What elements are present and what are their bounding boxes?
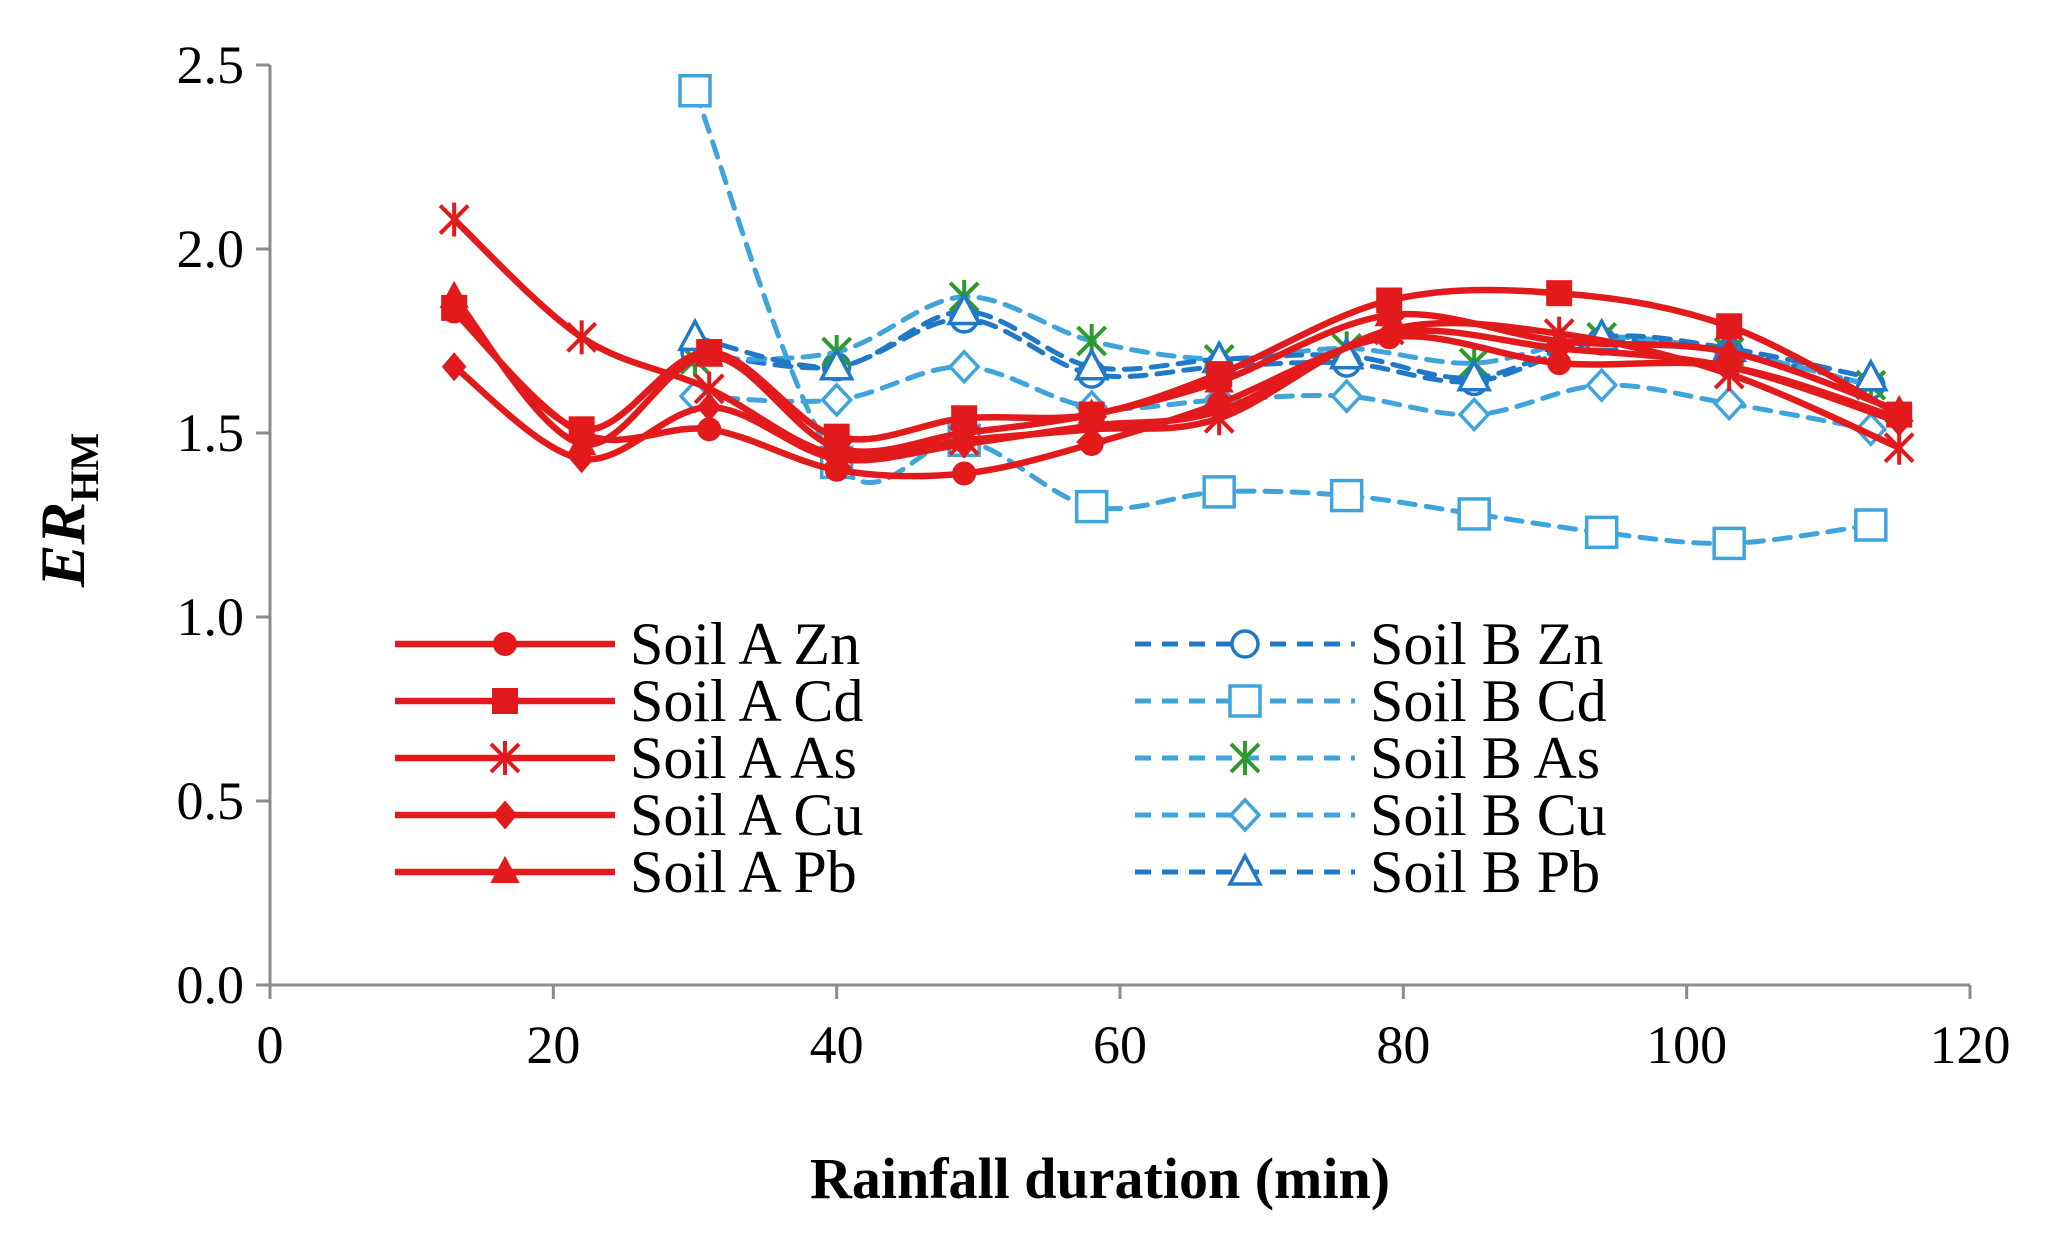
- data-point-soil-b-pb: [818, 347, 855, 381]
- data-point-soil-b-cu: [1712, 385, 1746, 422]
- data-point-soil-a-cu: [1376, 319, 1402, 349]
- data-point-soil-a-as: [566, 320, 598, 355]
- legend-item-soil-a-cd: Soil A Cd: [395, 668, 863, 734]
- legend-item-soil-a-as: Soil A As: [395, 725, 857, 791]
- legend-item-soil-a-pb: Soil A Pb: [395, 839, 857, 905]
- legend-label: Soil A Pb: [630, 839, 857, 905]
- legend-label: Soil A Cu: [630, 782, 863, 848]
- data-point-soil-a-pb: [1374, 299, 1404, 327]
- data-point-soil-b-cd: [1712, 526, 1746, 561]
- data-point-soil-b-pb: [1456, 358, 1493, 392]
- x-tick-label: 40: [810, 1015, 864, 1075]
- data-point-soil-a-zn: [952, 461, 977, 486]
- data-point-soil-b-cu: [820, 382, 854, 418]
- data-point-soil-a-pb: [1204, 365, 1234, 393]
- series-line-soil-a-cu: [450, 327, 1903, 464]
- x-tick-label: 120: [1930, 1015, 2011, 1075]
- data-point-soil-a-cd: [1546, 280, 1573, 307]
- legend-swatch-marker: [1227, 852, 1263, 886]
- data-point-soil-b-cd: [678, 74, 712, 108]
- y-tick-label: 0.5: [177, 771, 245, 831]
- data-point-soil-b-pb: [1073, 347, 1110, 381]
- y-axis-title: ERHM: [27, 433, 107, 588]
- y-tick-label: 2.0: [177, 219, 245, 279]
- data-point-soil-b-cd: [1457, 497, 1491, 531]
- legend-label: Soil B Cd: [1370, 668, 1607, 734]
- y-tick-label: 2.5: [177, 35, 245, 95]
- legend-label: Soil B Cu: [1370, 782, 1607, 848]
- legend-item-soil-a-zn: Soil A Zn: [395, 611, 860, 677]
- data-point-soil-a-cd: [1716, 313, 1743, 340]
- legend-swatch-marker: [493, 632, 517, 656]
- legend-label: Soil B As: [1370, 725, 1600, 791]
- series-line-soil-a-zn: [450, 308, 1903, 480]
- legend-label: Soil A Zn: [630, 611, 860, 677]
- data-point-soil-a-pb: [439, 280, 469, 308]
- data-point-soil-a-as: [438, 202, 470, 237]
- data-point-soil-b-pb: [1852, 358, 1889, 392]
- legend-label: Soil B Pb: [1370, 839, 1600, 905]
- data-point-soil-a-pb: [1714, 335, 1744, 364]
- x-tick-label: 100: [1646, 1015, 1727, 1075]
- data-point-soil-a-cu: [1206, 396, 1232, 426]
- legend-swatch-marker: [492, 688, 518, 714]
- legend-swatch-marker: [1229, 741, 1261, 775]
- data-point-soil-a-pb: [1076, 398, 1107, 426]
- data-point-soil-a-pb: [1544, 324, 1574, 352]
- series-layer: [438, 74, 1915, 561]
- data-point-soil-b-cd: [1329, 478, 1364, 513]
- legend-swatch-marker: [489, 741, 521, 775]
- legend-swatch-marker: [490, 855, 520, 883]
- x-tick-label: 80: [1376, 1015, 1430, 1075]
- legend-swatch-marker: [1228, 797, 1262, 833]
- data-point-soil-a-pb: [1884, 394, 1914, 422]
- data-point-soil-a-pb: [821, 431, 852, 459]
- data-point-soil-b-cd: [1854, 508, 1888, 542]
- data-point-soil-a-pb: [566, 427, 597, 456]
- data-point-soil-b-cu: [1330, 378, 1364, 414]
- series-line-soil-b-cu: [692, 364, 1874, 432]
- y-axis-title-sub: HM: [62, 433, 107, 502]
- x-axis-title: Rainfall duration (min): [810, 1146, 1390, 1211]
- series-soil-a-pb: [439, 280, 1914, 459]
- data-point-soil-a-pb: [949, 416, 979, 444]
- data-point-soil-a-cu: [696, 392, 722, 422]
- y-tick-label: 1.5: [177, 403, 245, 463]
- legend-item-soil-b-as: Soil B As: [1135, 725, 1600, 791]
- data-point-soil-b-cd: [1074, 489, 1109, 524]
- legend-swatch-marker: [1228, 684, 1262, 718]
- legend-label: Soil A As: [630, 725, 857, 791]
- data-point-soil-b-cd: [1202, 475, 1236, 509]
- y-tick-label: 1.0: [177, 587, 245, 647]
- y-tick-label: 0.0: [177, 955, 245, 1015]
- y-axis-title-main: ER: [27, 502, 98, 588]
- legend-swatch-marker: [492, 800, 518, 830]
- legend-item-soil-b-cu: Soil B Cu: [1135, 782, 1607, 848]
- data-point-soil-a-cu: [441, 352, 467, 382]
- data-point-soil-b-cu: [1585, 367, 1619, 403]
- legend-swatch-marker: [1230, 629, 1260, 659]
- legend-item-soil-b-zn: Soil B Zn: [1135, 611, 1603, 677]
- legend-item-soil-b-cd: Soil B Cd: [1135, 668, 1607, 734]
- data-point-soil-b-cd: [1584, 515, 1619, 550]
- x-tick-label: 0: [257, 1015, 284, 1075]
- legend-item-soil-b-pb: Soil B Pb: [1135, 839, 1600, 905]
- data-point-soil-a-pb: [694, 339, 724, 367]
- data-point-soil-b-cu: [1457, 397, 1491, 433]
- data-point-soil-b-pb: [946, 291, 983, 326]
- axes: 0.0 0.5 1.0 1.5 2.0 2.5 0 20 40 60 80 100 120: [177, 35, 2011, 1075]
- legend-label: Soil A Cd: [630, 668, 863, 734]
- legend-item-soil-a-cu: Soil A Cu: [395, 782, 863, 848]
- data-point-soil-b-cu: [947, 349, 981, 385]
- legend-label: Soil B Zn: [1370, 611, 1603, 677]
- x-tick-label: 60: [1093, 1015, 1147, 1075]
- x-tick-label: 20: [526, 1015, 580, 1075]
